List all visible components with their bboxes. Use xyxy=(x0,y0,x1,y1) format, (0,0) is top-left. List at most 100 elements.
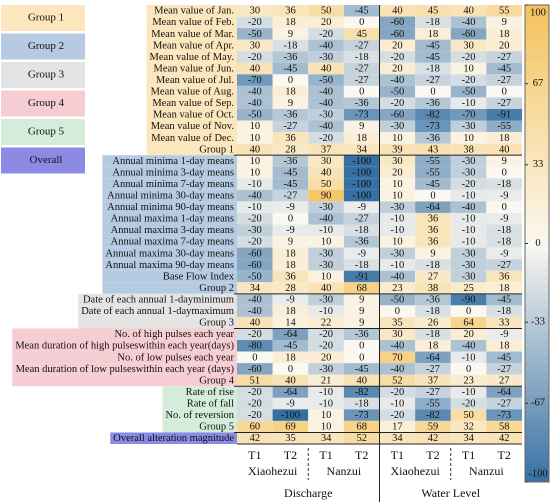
cell-value: -45 xyxy=(355,6,369,17)
cell-value: -10 xyxy=(390,225,404,236)
cell-value: -20 xyxy=(390,410,404,421)
cell-value: -60 xyxy=(390,110,404,121)
cell xyxy=(415,340,451,352)
cell xyxy=(343,247,380,260)
cell-value: 36 xyxy=(285,133,296,144)
cell-value: -18 xyxy=(355,260,369,271)
cell xyxy=(272,386,309,398)
label-bg xyxy=(146,5,237,17)
cell xyxy=(308,340,344,352)
cell xyxy=(237,420,273,433)
cell xyxy=(343,120,380,133)
cell xyxy=(237,85,273,98)
cell-value: 28 xyxy=(285,144,296,155)
cell-value: -64 xyxy=(426,202,441,213)
cell xyxy=(486,212,522,225)
cell xyxy=(343,363,380,375)
cell xyxy=(308,316,344,329)
cell xyxy=(237,178,273,190)
cell xyxy=(237,132,273,144)
cell xyxy=(237,247,273,260)
cell xyxy=(308,282,344,294)
cell-value: 9 xyxy=(288,98,293,109)
cell xyxy=(486,270,522,283)
row-label: No. of high pulses each year xyxy=(114,329,234,340)
cell-value: -20 xyxy=(390,52,404,63)
cell xyxy=(308,201,344,213)
cell xyxy=(343,39,380,52)
row-label: Mean value of Apr. xyxy=(153,40,234,51)
cell-value: 36 xyxy=(428,225,439,236)
cell xyxy=(343,189,380,202)
cell-value: -40 xyxy=(248,87,262,98)
cell-value: -45 xyxy=(426,52,440,63)
label-bg xyxy=(146,74,237,86)
cell-value: 18 xyxy=(285,352,296,363)
cell xyxy=(308,270,344,283)
cell-value: -10 xyxy=(462,98,476,109)
cell-value: -20 xyxy=(248,329,262,340)
cell xyxy=(237,351,273,364)
cell-value: 37 xyxy=(428,375,439,386)
colorbar-band xyxy=(525,108,549,117)
cell-value: -45 xyxy=(426,40,440,51)
cell xyxy=(308,247,344,260)
colorbar-band xyxy=(525,219,549,229)
cell xyxy=(343,236,380,248)
label-bg xyxy=(102,201,237,213)
cell xyxy=(450,189,487,202)
cell xyxy=(415,189,451,202)
cell-value: -45 xyxy=(283,167,297,178)
cell xyxy=(450,201,487,213)
cell-value: -55 xyxy=(497,121,511,132)
cell xyxy=(308,39,344,52)
label-bg xyxy=(102,282,237,294)
cell xyxy=(379,97,416,109)
colorbar-band xyxy=(525,378,549,388)
cell xyxy=(450,363,487,375)
cell-value: -36 xyxy=(283,52,297,63)
cell-value: -27 xyxy=(355,214,369,225)
cell xyxy=(237,259,273,271)
cell xyxy=(486,28,522,40)
cell xyxy=(237,224,273,237)
cell xyxy=(379,189,416,202)
cell xyxy=(272,155,309,167)
row-label: Group 4 xyxy=(199,375,234,386)
cell-value: 18 xyxy=(285,306,296,317)
cell xyxy=(343,178,380,190)
colorbar-band xyxy=(525,251,549,260)
cell-value: 45 xyxy=(428,6,439,17)
cell-value: 33 xyxy=(499,318,510,329)
cell-value: 37 xyxy=(321,144,332,155)
cell-value: -9 xyxy=(286,294,295,305)
cell-value: -20 xyxy=(462,398,476,409)
cell-value: 70 xyxy=(392,352,403,363)
cell xyxy=(450,247,487,260)
cells xyxy=(237,5,522,444)
label-bg xyxy=(146,51,237,63)
cell xyxy=(343,5,380,17)
cell xyxy=(415,62,451,75)
cell-value: 17 xyxy=(392,422,403,433)
colorbar-band xyxy=(525,76,549,85)
colorbar-band xyxy=(525,203,549,213)
cell xyxy=(415,328,451,341)
cell-value: -50 xyxy=(319,75,333,86)
cell xyxy=(237,5,273,17)
row-label: Group 2 xyxy=(199,283,234,294)
label-bg xyxy=(12,340,237,352)
cell xyxy=(308,409,344,421)
colorbar-band xyxy=(525,36,549,46)
cell-value: 10 xyxy=(392,237,403,248)
cell-value: -55 xyxy=(426,167,440,178)
cell xyxy=(308,420,344,433)
cell-value: -18 xyxy=(497,306,511,317)
cell-value: -20 xyxy=(248,398,262,409)
cell-value: -9 xyxy=(500,248,509,259)
station-label: Xiaohezui xyxy=(390,464,440,478)
cell-value: -64 xyxy=(283,387,298,398)
cell xyxy=(308,236,344,248)
cell-value: -45 xyxy=(497,63,511,74)
cell xyxy=(450,305,487,317)
